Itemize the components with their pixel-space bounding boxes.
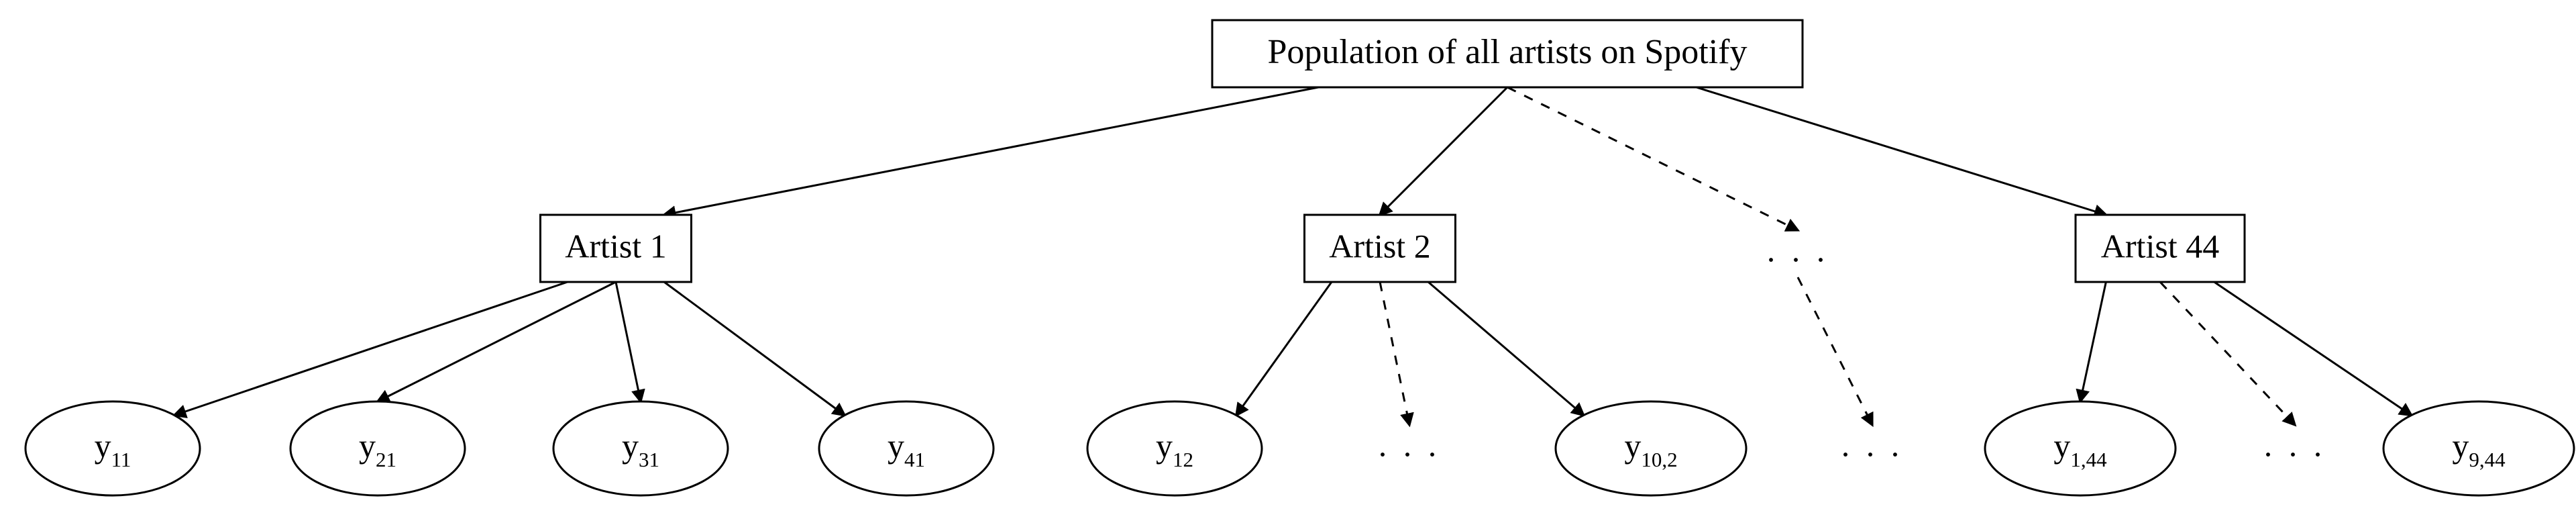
edge-a2-y12 <box>1236 282 1332 416</box>
edge-root-a44 <box>1697 87 2106 215</box>
ellipsis-d_mid: . . . <box>1767 231 1829 269</box>
node-a2-label: Artist 2 <box>1329 227 1430 265</box>
edge-a1-y21 <box>378 282 616 401</box>
ellipsis-d_a44: . . . <box>2264 426 2326 463</box>
edge-a2-d_a2 <box>1380 282 1409 425</box>
node-a44-label: Artist 44 <box>2101 227 2219 265</box>
edge-a1-y11 <box>174 282 568 416</box>
edge-a1-y41 <box>664 282 845 416</box>
ellipsis-d_a2: . . . <box>1379 426 1441 463</box>
node-a1-label: Artist 1 <box>565 227 666 265</box>
edge-a44-y1_44 <box>2080 282 2106 401</box>
edge-root-d_mid <box>1507 87 1798 230</box>
edge-root-a1 <box>664 87 1318 215</box>
ellipsis-d_l3: . . . <box>1841 426 1904 463</box>
edge-d_mid-d_l3 <box>1798 277 1872 425</box>
edge-a1-y31 <box>616 282 641 401</box>
node-root-label: Population of all artists on Spotify <box>1268 33 1748 71</box>
edge-a44-d_a44 <box>2160 282 2295 425</box>
edge-a2-y10_2 <box>1428 282 1584 416</box>
edge-a44-y9_44 <box>2214 282 2412 416</box>
edge-root-a2 <box>1380 87 1507 215</box>
